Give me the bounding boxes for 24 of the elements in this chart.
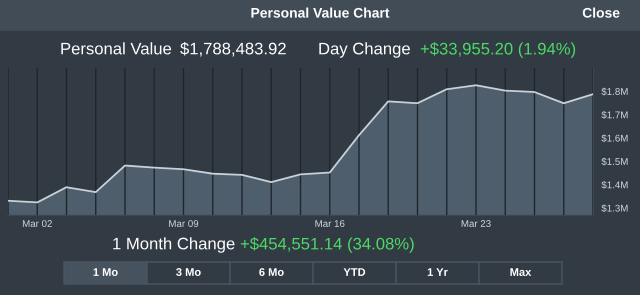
chart-title: Personal Value Chart	[251, 8, 390, 18]
text: Day Change	[319, 42, 410, 58]
x-tick-label: Mar 02	[22, 220, 52, 227]
text: Personal Value	[61, 42, 172, 54]
y-tick-label: $1.5M	[601, 158, 628, 166]
text: 3 Mo	[176, 268, 201, 276]
text: Max	[510, 268, 532, 276]
text: 1 Month Change	[113, 237, 234, 253]
x-tick-label: Mar 09	[169, 220, 198, 227]
text: +$454,551.14 (34.08%)	[240, 237, 414, 253]
text: 1 Yr	[428, 268, 448, 276]
x-tick-label: Mar 23	[462, 220, 491, 227]
y-tick-label: $1.3M	[601, 204, 628, 212]
text: 6 Mo	[259, 268, 284, 276]
y-tick-label: $1.4M	[601, 180, 628, 189]
text: $1,788,483.92	[180, 42, 286, 56]
text: +$33,955.20 (1.94%)	[420, 42, 576, 58]
y-tick-label: $1.7M	[601, 110, 628, 119]
y-tick-label: $1.8M	[601, 88, 628, 96]
text: Close	[582, 8, 620, 18]
x-tick-label: Mar 16	[315, 220, 344, 227]
y-tick-label: $1.6M	[601, 134, 628, 142]
text: 1 Mo	[94, 268, 118, 276]
text: YTD	[344, 268, 366, 276]
